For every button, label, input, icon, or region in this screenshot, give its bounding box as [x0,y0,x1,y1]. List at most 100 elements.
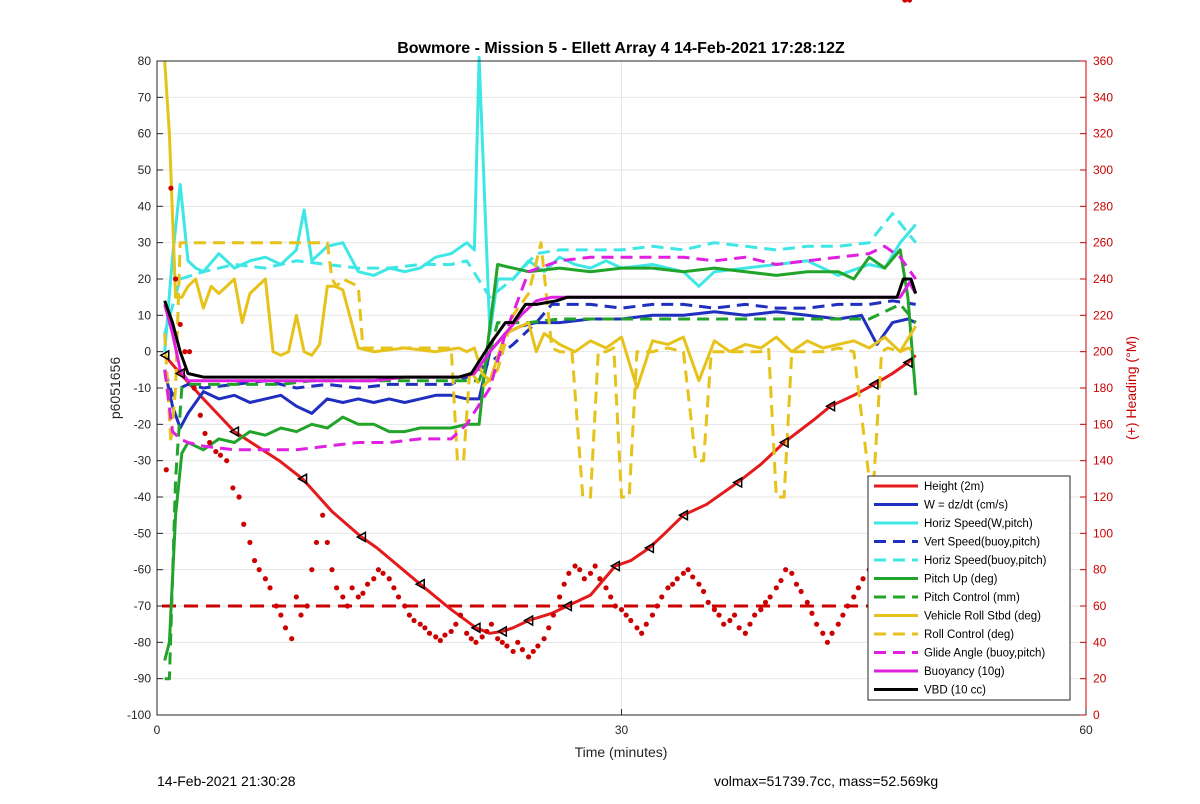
heading-dot [789,570,795,576]
heading-dot [685,567,691,573]
heading-dot [437,637,443,644]
heading-dot [464,630,470,636]
heading-dot [329,567,335,573]
legend-label-horiz-speed-buoy-pitch: Horiz Speed(buoy,pitch) [924,555,1047,567]
heading-dot [273,603,279,609]
y2-tick-label: 160 [1093,417,1113,431]
heading-dot [334,585,340,591]
heading-dot [566,570,572,576]
y-tick-label: 30 [138,236,152,250]
heading-dot [515,639,521,645]
y-tick-label: 70 [138,90,152,104]
heading-dot [468,636,474,642]
heading-dot [364,581,371,587]
legend-label-height-2m: Height (2m) [924,481,984,493]
heading-dot [778,577,784,584]
height-marker [824,400,836,412]
heading-dot [340,594,346,600]
heading-dot [488,621,495,627]
y2-tick-label: 80 [1093,563,1107,577]
heading-dot [172,276,179,282]
heading-dot [659,594,665,600]
heading-dot [349,585,355,591]
heading-dot [344,603,351,609]
heading-dot [309,567,315,573]
heading-dot [479,634,485,640]
height-marker [297,473,308,485]
heading-dot [320,512,326,518]
series-vbd-10-cc [163,277,918,379]
heading-dot [197,412,203,418]
y-tick-label: -10 [134,381,152,395]
heading-dot [433,634,439,640]
legend-label-w-dz-dt-cm-s: W = dz/dt (cm/s) [924,500,1008,512]
y2-tick-label: 180 [1093,381,1113,395]
heading-dot [267,585,273,591]
heading-dot [623,612,629,618]
heading-dot [906,0,913,3]
y-axis-label: p6051656 [107,357,123,420]
series-layer [163,55,918,681]
heading-dot [313,539,320,546]
legend: Height (2m) W = dz/dt (cm/s) Horiz Speed(W… [867,475,1071,701]
heading-dot [597,576,603,582]
y2-tick-label: 320 [1093,127,1113,141]
heading-dot [395,594,402,600]
heading-dot [762,599,769,605]
heading-dot [700,588,707,595]
y2-tick-label: 140 [1093,454,1113,468]
heading-dot [705,599,711,605]
heading-dot [207,439,213,446]
heading-dot [820,630,826,636]
series-vert-speed-buoy-pitch [163,299,916,397]
y-tick-label: 10 [138,308,152,322]
y2-tick-label: 20 [1093,672,1107,686]
series-roll-control-deg [163,241,917,499]
heading-dot [411,617,417,624]
heading-dot [618,607,625,613]
heading-dot [674,576,680,582]
heading-dot [716,612,722,618]
y2-tick-label: 240 [1093,272,1113,286]
heading-dot [371,576,377,582]
height-marker [677,509,689,521]
height-marker [868,378,879,391]
height-marker [496,625,508,638]
heading-dot [643,621,649,627]
x-tick-label: 0 [154,723,161,737]
heading-dot [453,621,459,627]
y2-tick-label: 0 [1093,708,1100,722]
heading-dot [587,570,594,576]
x-tick-label: 30 [615,723,629,737]
heading-dot [191,385,197,391]
y-tick-label: 50 [138,163,152,177]
heading-dot [577,567,583,573]
height-markers [159,349,913,638]
heading-dot [742,630,748,636]
heading-dot [360,590,366,596]
heading-dot [860,576,866,582]
y-tick-label: -20 [134,417,152,431]
height-marker [159,349,170,362]
series-horiz-speed-w-pitch [163,55,917,352]
legend-label-buoyancy-10g: Buoyancy (10g) [924,666,1005,678]
heading-dot [177,321,183,328]
y2-tick-label: 40 [1093,635,1107,649]
y-tick-label: -40 [134,490,152,504]
heading-dot [495,636,501,642]
heading-dot [526,654,532,660]
heading-dot [224,458,230,464]
heading-dot [572,563,578,569]
x-tick-label: 60 [1079,723,1093,737]
heading-dot [798,588,804,595]
heading-dot [278,612,284,618]
heading-dot [530,648,536,655]
heading-dot [546,625,552,631]
height-marker [523,614,534,627]
heading-dot [504,643,510,649]
heading-dot [457,612,464,618]
heading-dot [690,574,696,580]
heading-dot [711,607,718,613]
footer-stats: volmax=51739.7cc, mass=52.569kg [714,773,939,789]
heading-dot [541,636,547,642]
